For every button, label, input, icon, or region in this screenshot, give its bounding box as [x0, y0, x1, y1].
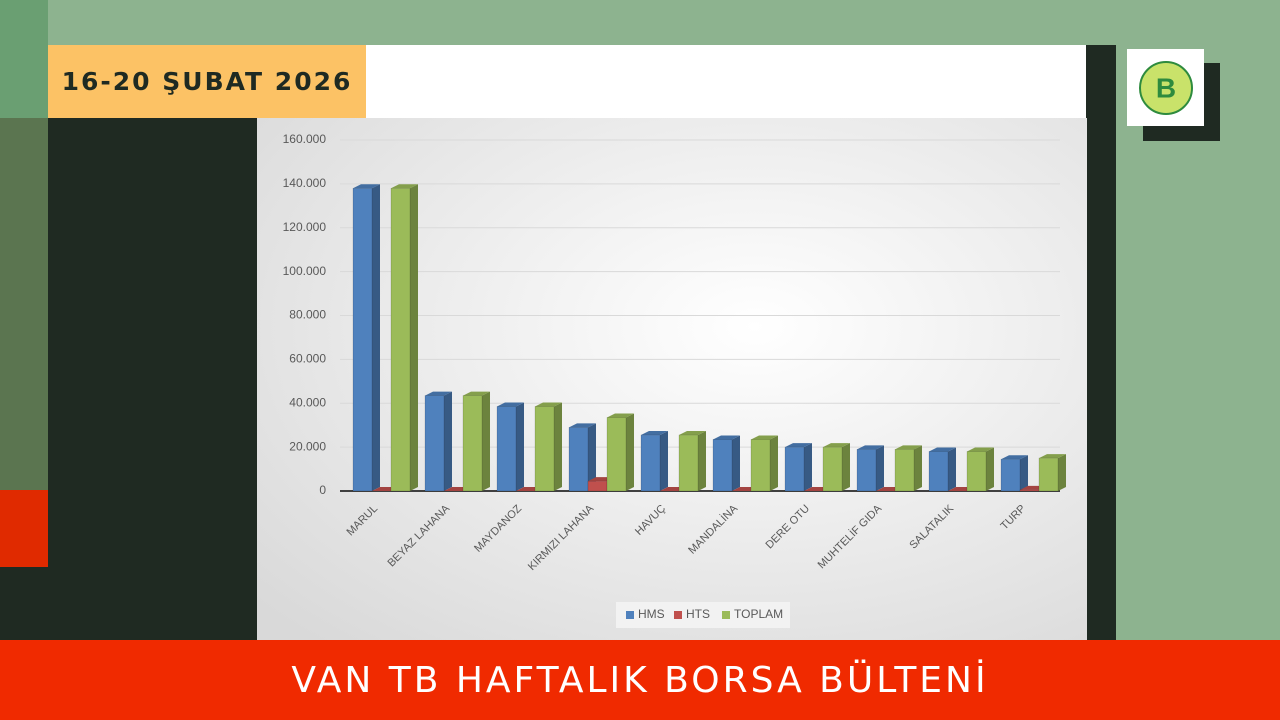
bar-top: [425, 391, 452, 396]
svg-text:B: B: [1155, 72, 1175, 103]
legend-swatch: [722, 611, 730, 619]
bar-side: [732, 435, 740, 491]
bar: [928, 451, 949, 492]
y-tick-label: 120.000: [283, 220, 327, 234]
bar: [496, 406, 517, 492]
strip: [0, 118, 48, 490]
bar: [1019, 489, 1040, 492]
bar-top: [679, 431, 706, 436]
bar-top: [857, 445, 884, 450]
bar: [856, 449, 877, 492]
bar-side: [410, 184, 418, 491]
legend-swatch: [674, 611, 682, 619]
bar: [894, 449, 915, 492]
bar: [712, 439, 733, 492]
y-tick-label: 140.000: [283, 176, 327, 190]
bar-side: [1020, 455, 1028, 491]
bar-side: [588, 423, 596, 491]
bar: [966, 451, 987, 492]
legend-label: TOPLAM: [734, 607, 783, 621]
logo: B: [1127, 49, 1204, 126]
legend-swatch: [626, 611, 634, 619]
bar-side: [804, 443, 812, 491]
bar: [587, 480, 608, 492]
strip: [0, 567, 48, 640]
strip: [0, 0, 48, 118]
y-tick-label: 40.000: [289, 395, 326, 409]
logo-icon: B: [1138, 60, 1193, 115]
bar-side: [554, 402, 562, 491]
bar-top: [929, 447, 956, 452]
bar-side: [444, 391, 452, 491]
bar-side: [842, 443, 850, 491]
bar-top: [607, 413, 634, 418]
bar-top: [353, 184, 380, 189]
bar: [822, 446, 843, 492]
bar-top: [895, 445, 922, 450]
y-tick-label: 0: [319, 483, 326, 497]
bar: [390, 188, 411, 492]
bar-top: [713, 435, 740, 440]
bar-top: [497, 402, 524, 407]
bar-side: [626, 413, 634, 491]
bar-top: [569, 423, 596, 428]
bar: [750, 439, 771, 492]
bar-side: [516, 402, 524, 491]
chart-bg: [257, 118, 1087, 640]
legend-label: HTS: [686, 607, 710, 621]
bar-side: [482, 391, 490, 491]
bar-top: [463, 391, 490, 396]
legend-label: HMS: [638, 607, 665, 621]
bar-side: [876, 445, 884, 491]
bar-side: [948, 447, 956, 491]
bar: [1000, 458, 1021, 492]
y-tick-label: 160.000: [283, 132, 327, 146]
chart: 0 20.000 40.000 60.000 80.000 100.000 120.000 1…: [257, 118, 1087, 640]
bar-side: [660, 431, 668, 491]
bar-top: [751, 435, 778, 440]
bar: [784, 446, 805, 492]
bar: [424, 395, 445, 492]
bar-top: [391, 184, 418, 189]
bar: [640, 434, 661, 492]
legend: HMS HTS TOPLAM: [616, 602, 790, 628]
bar-side: [372, 184, 380, 491]
bar-top: [1001, 455, 1028, 460]
bar: [534, 406, 555, 492]
bar: [352, 188, 373, 492]
bar: [1038, 457, 1059, 492]
bar-side: [1058, 454, 1066, 491]
bar: [568, 427, 589, 492]
bar-top: [535, 402, 562, 407]
bar-side: [914, 445, 922, 491]
bar-top: [785, 443, 812, 448]
bar-top: [967, 447, 994, 452]
y-tick-label: 80.000: [289, 308, 326, 322]
strip: [0, 490, 48, 567]
y-tick-label: 60.000: [289, 352, 326, 366]
bar-side: [986, 447, 994, 491]
y-tick-label: 20.000: [289, 439, 326, 453]
bar: [462, 395, 483, 492]
bar-top: [1039, 454, 1066, 459]
y-tick-label: 100.000: [283, 264, 327, 278]
legend-bg: [616, 602, 790, 628]
bar-side: [698, 431, 706, 491]
footer-title: VAN TB HAFTALIK BORSA BÜLTENİ: [0, 640, 1280, 720]
bar-top: [823, 443, 850, 448]
bar-side: [770, 435, 778, 491]
bar: [678, 434, 699, 492]
date-label: 16-20 ŞUBAT 2026: [48, 45, 366, 118]
bar-top: [641, 431, 668, 436]
bar: [606, 417, 627, 492]
